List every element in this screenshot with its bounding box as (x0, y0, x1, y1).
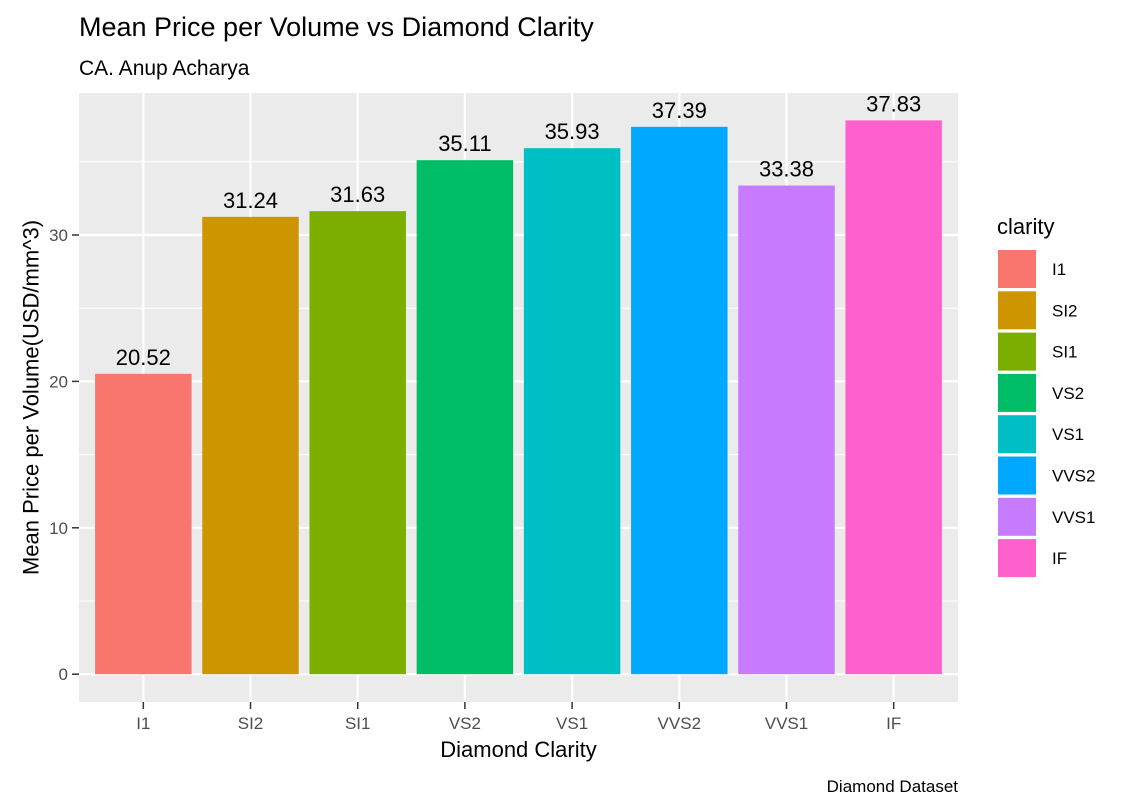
x-tick-label: I1 (136, 714, 150, 733)
y-axis-title: Mean Price per Volume(USD/mm^3) (19, 220, 44, 575)
y-tick-label: 20 (49, 372, 68, 391)
legend-key-si1 (998, 332, 1036, 371)
chart-subtitle: CA. Anup Acharya (79, 57, 250, 80)
legend-key-vvs1 (998, 497, 1036, 536)
legend-label: SI1 (1052, 343, 1078, 362)
bar-vvs1 (738, 185, 835, 675)
x-tick-label: SI2 (238, 714, 264, 733)
bar-si2 (202, 216, 299, 675)
legend-label: VVS1 (1052, 508, 1095, 527)
x-tick-label: VVS1 (765, 714, 808, 733)
chart-caption: Diamond Dataset (827, 777, 959, 796)
legend-label: SI2 (1052, 301, 1078, 320)
legend-key-si2 (998, 291, 1036, 330)
legend-label: VVS2 (1052, 467, 1095, 486)
bar-i1 (95, 373, 192, 675)
legend-title: clarity (997, 214, 1054, 239)
legend-label: VS1 (1052, 425, 1084, 444)
legend-key-vvs2 (998, 456, 1036, 495)
bar-vvs2 (631, 126, 728, 675)
bar-value-label: 31.63 (330, 182, 385, 207)
legend-label: I1 (1052, 260, 1066, 279)
chart-title: Mean Price per Volume vs Diamond Clarity (79, 12, 594, 42)
legend: clarity I1 SI2 SI1 VS2 VS1 VVS2 VVS1 IF (997, 214, 1095, 578)
bar-value-label: 33.38 (759, 157, 814, 182)
bar-si1 (309, 211, 406, 675)
bar-vs2 (416, 160, 514, 675)
x-axis-title: Diamond Clarity (440, 737, 597, 762)
bar-vs1 (523, 148, 621, 675)
bar-labels: 20.52 31.24 31.63 35.11 35.93 37.39 33.38 37.83 (116, 91, 921, 369)
bar-value-label: 20.52 (116, 345, 171, 370)
y-tick-label: 10 (49, 519, 68, 538)
x-tick-label: VS2 (449, 714, 481, 733)
y-tick-label: 30 (49, 226, 68, 245)
bar-value-label: 35.11 (438, 131, 491, 156)
x-tick-label: SI1 (345, 714, 371, 733)
legend-key-if (998, 539, 1036, 578)
legend-label: IF (1052, 549, 1067, 568)
x-tick-label: VS1 (556, 714, 588, 733)
x-tick-label: VVS2 (658, 714, 701, 733)
x-tick-label: IF (886, 714, 901, 733)
legend-key-i1 (998, 250, 1036, 288)
legend-key-vs1 (998, 415, 1036, 454)
y-axis: 0 10 20 30 (49, 226, 79, 684)
bar-value-label: 35.93 (545, 119, 600, 144)
y-tick-label: 0 (59, 665, 68, 684)
bar-value-label: 37.83 (866, 91, 921, 116)
bar-value-label: 37.39 (652, 98, 707, 123)
legend-label: VS2 (1052, 384, 1084, 403)
bar-if (845, 120, 942, 675)
legend-key-vs2 (998, 373, 1036, 412)
x-axis: I1 SI2 SI1 VS2 VS1 VVS2 VVS1 IF (136, 702, 901, 733)
bar-value-label: 31.24 (223, 188, 278, 213)
bars (95, 120, 942, 675)
